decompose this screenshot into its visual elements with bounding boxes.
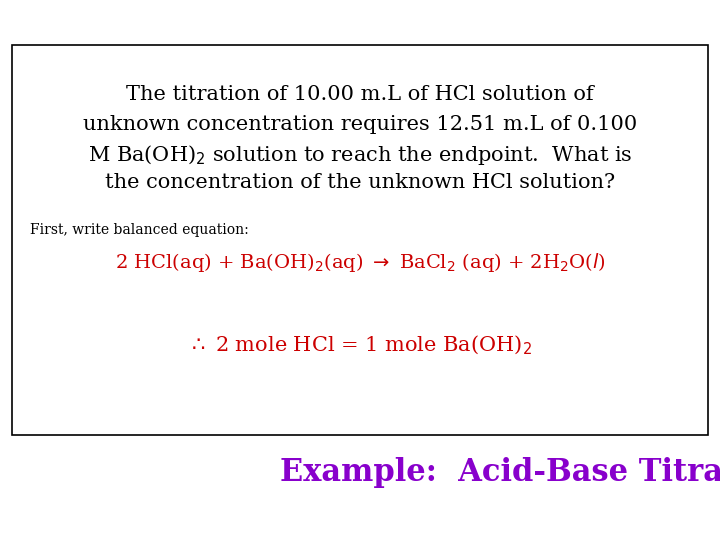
Text: First, write balanced equation:: First, write balanced equation: xyxy=(30,223,248,237)
Text: M Ba(OH)$_2$ solution to reach the endpoint.  What is: M Ba(OH)$_2$ solution to reach the endpo… xyxy=(88,143,632,167)
Text: unknown concentration requires 12.51 m.L of 0.100: unknown concentration requires 12.51 m.L… xyxy=(83,116,637,134)
Text: Example:  Acid-Base Titration: Example: Acid-Base Titration xyxy=(280,456,720,488)
Text: the concentration of the unknown HCl solution?: the concentration of the unknown HCl sol… xyxy=(105,172,615,192)
Text: 2 HCl(aq) + Ba(OH)$_2$(aq) $\rightarrow$ BaCl$_2$ (aq) + 2H$_2$O($\it{l}$): 2 HCl(aq) + Ba(OH)$_2$(aq) $\rightarrow$… xyxy=(114,251,606,273)
Bar xyxy=(12,45,708,435)
Text: $\therefore$ 2 mole HCl = 1 mole Ba(OH)$_2$: $\therefore$ 2 mole HCl = 1 mole Ba(OH)$… xyxy=(187,333,533,356)
Text: The titration of 10.00 m.L of HCl solution of: The titration of 10.00 m.L of HCl soluti… xyxy=(126,85,594,105)
